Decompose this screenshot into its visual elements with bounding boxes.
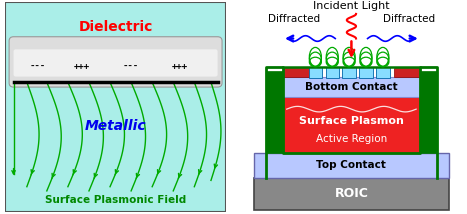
Text: ---: --- [123,62,139,71]
Bar [309,67,322,78]
Bar [394,68,420,77]
Bar [342,67,356,78]
Text: Diffracted: Diffracted [383,14,435,24]
Text: Dielectric: Dielectric [78,20,153,34]
Text: Bottom Contact: Bottom Contact [305,82,398,92]
Text: +++: +++ [74,62,91,71]
Bar [420,71,437,153]
Bar [325,67,339,78]
Text: Surface Plasmon: Surface Plasmon [299,116,404,126]
Text: ---: --- [30,62,46,71]
Text: Diffracted: Diffracted [268,14,320,24]
Bar [283,77,420,97]
Bar [376,67,389,78]
Bar [255,153,448,178]
Bar [255,178,448,210]
Text: Top Contact: Top Contact [317,160,386,170]
Text: ROIC: ROIC [334,187,368,200]
Bar [283,97,420,153]
FancyBboxPatch shape [9,37,222,87]
Bar [359,67,373,78]
Bar [266,71,283,153]
Text: Incident Light: Incident Light [313,1,390,11]
Text: Metallic: Metallic [85,119,146,133]
Text: Active Region: Active Region [316,134,387,144]
Text: Surface Plasmonic Field: Surface Plasmonic Field [45,195,186,205]
Bar [283,68,309,77]
Text: +++: +++ [172,62,188,71]
FancyBboxPatch shape [14,49,218,77]
